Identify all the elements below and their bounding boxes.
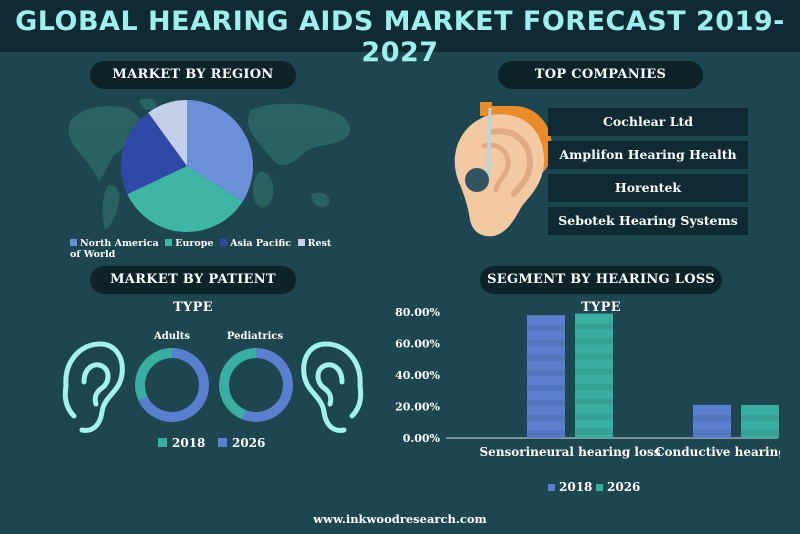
patient-legend-2026: 2026 bbox=[218, 436, 265, 450]
company-item: Sebotek Hearing Systems bbox=[548, 207, 748, 235]
region-legend: North America Europe Asia Pacific Rest o… bbox=[70, 238, 340, 260]
section-title-patient: MARKET BY PATIENT TYPE bbox=[90, 266, 296, 315]
pediatrics-donut bbox=[218, 348, 293, 422]
patient-legend-2018: 2018 bbox=[158, 436, 205, 450]
company-item: Amplifon Hearing Health Care bbox=[548, 141, 748, 190]
bar-stripe bbox=[575, 398, 613, 405]
bar-legend-2018: 2018 bbox=[548, 480, 592, 494]
legend-label: Asia Pacific bbox=[230, 238, 292, 249]
donut-segment-2026 bbox=[135, 348, 172, 401]
pie-slice-north-america bbox=[187, 100, 253, 202]
bar-legend-2026: 2026 bbox=[596, 480, 640, 494]
legend-label: Rest of World bbox=[70, 238, 332, 260]
section-title-region: MARKET BY REGION bbox=[90, 61, 296, 89]
bar-stripe bbox=[527, 340, 565, 347]
bar-stripe bbox=[741, 414, 779, 421]
bar-stripe bbox=[693, 429, 731, 436]
bar-stripe bbox=[575, 428, 613, 435]
legend-label: 2018 bbox=[172, 436, 206, 450]
company-item: Horentek bbox=[548, 174, 748, 202]
page-title: GLOBAL HEARING AIDS MARKET FORECAST 2019… bbox=[15, 6, 785, 68]
legend-label: 2018 bbox=[559, 480, 593, 494]
ear-outline-icon bbox=[62, 341, 125, 433]
section-title-segment: SEGMENT BY HEARING LOSS TYPE bbox=[480, 266, 722, 315]
bar-2026 bbox=[741, 404, 779, 438]
header-band bbox=[0, 0, 800, 52]
bar-stripe bbox=[741, 429, 779, 436]
legend-item-asia-pacific: Asia Pacific bbox=[220, 238, 291, 249]
pie-slice-asia-pacific bbox=[121, 112, 187, 195]
region-pie-chart bbox=[68, 98, 351, 230]
y-tick-label: 20.00% bbox=[395, 401, 440, 414]
company-item: Cochlear Ltd bbox=[548, 108, 748, 136]
region-pie bbox=[121, 100, 253, 232]
bar-stripe bbox=[575, 323, 613, 330]
legend-item-north-america: North America bbox=[70, 238, 159, 249]
bar-2018 bbox=[693, 404, 731, 438]
bar-stripe bbox=[527, 355, 565, 362]
bar-stripe bbox=[575, 413, 613, 420]
bar-stripe bbox=[527, 400, 565, 407]
legend-label: 2026 bbox=[607, 480, 641, 494]
bar-stripe bbox=[575, 338, 613, 345]
bar-stripe bbox=[527, 430, 565, 437]
segment-bar-chart: 0.00% 20.00% 40.00% 60.00% 80.00% Sensorineur… bbox=[395, 306, 780, 459]
bar-stripe bbox=[693, 414, 731, 421]
bar-2018 bbox=[527, 315, 565, 438]
legend-item-rest-of-world: Rest of World bbox=[70, 238, 331, 260]
legend-label: Europe bbox=[175, 238, 214, 249]
bar-stripe bbox=[575, 383, 613, 390]
x-tick-label: Sensorineural hearing loss bbox=[480, 445, 661, 459]
bar-stripe bbox=[527, 370, 565, 377]
pie-slice-rest-of-world bbox=[148, 100, 187, 166]
pie-slice-europe bbox=[127, 166, 243, 232]
legend-item-europe: Europe bbox=[165, 238, 213, 249]
footer-url: www.inkwoodresearch.com bbox=[313, 512, 487, 526]
y-tick-label: 60.00% bbox=[395, 338, 440, 351]
y-tick-label: 40.00% bbox=[395, 369, 440, 382]
y-tick-label: 80.00% bbox=[395, 306, 440, 319]
legend-label: 2026 bbox=[232, 436, 266, 450]
bar-stripe bbox=[527, 325, 565, 332]
bar-stripe bbox=[575, 368, 613, 375]
bar-stripe bbox=[527, 415, 565, 422]
legend-label: North America bbox=[80, 238, 159, 249]
bar-stripe bbox=[575, 353, 613, 360]
section-title-companies: TOP COMPANIES bbox=[498, 61, 703, 89]
pediatrics-label: Pediatrics bbox=[226, 331, 284, 342]
donut-segment-2018 bbox=[242, 348, 293, 422]
x-tick-label: Conductive hearing loss bbox=[655, 445, 780, 459]
world-map-icon bbox=[68, 98, 351, 230]
bar-stripe bbox=[527, 385, 565, 392]
adults-donut bbox=[135, 348, 209, 422]
adults-label: Adults bbox=[153, 331, 191, 342]
ear-outline-icon bbox=[301, 341, 364, 433]
bar-2026 bbox=[575, 313, 613, 438]
donut-segment-2026 bbox=[218, 348, 256, 420]
ear-hearing-aid-icon bbox=[454, 102, 552, 237]
y-tick-label: 0.00% bbox=[403, 432, 441, 445]
